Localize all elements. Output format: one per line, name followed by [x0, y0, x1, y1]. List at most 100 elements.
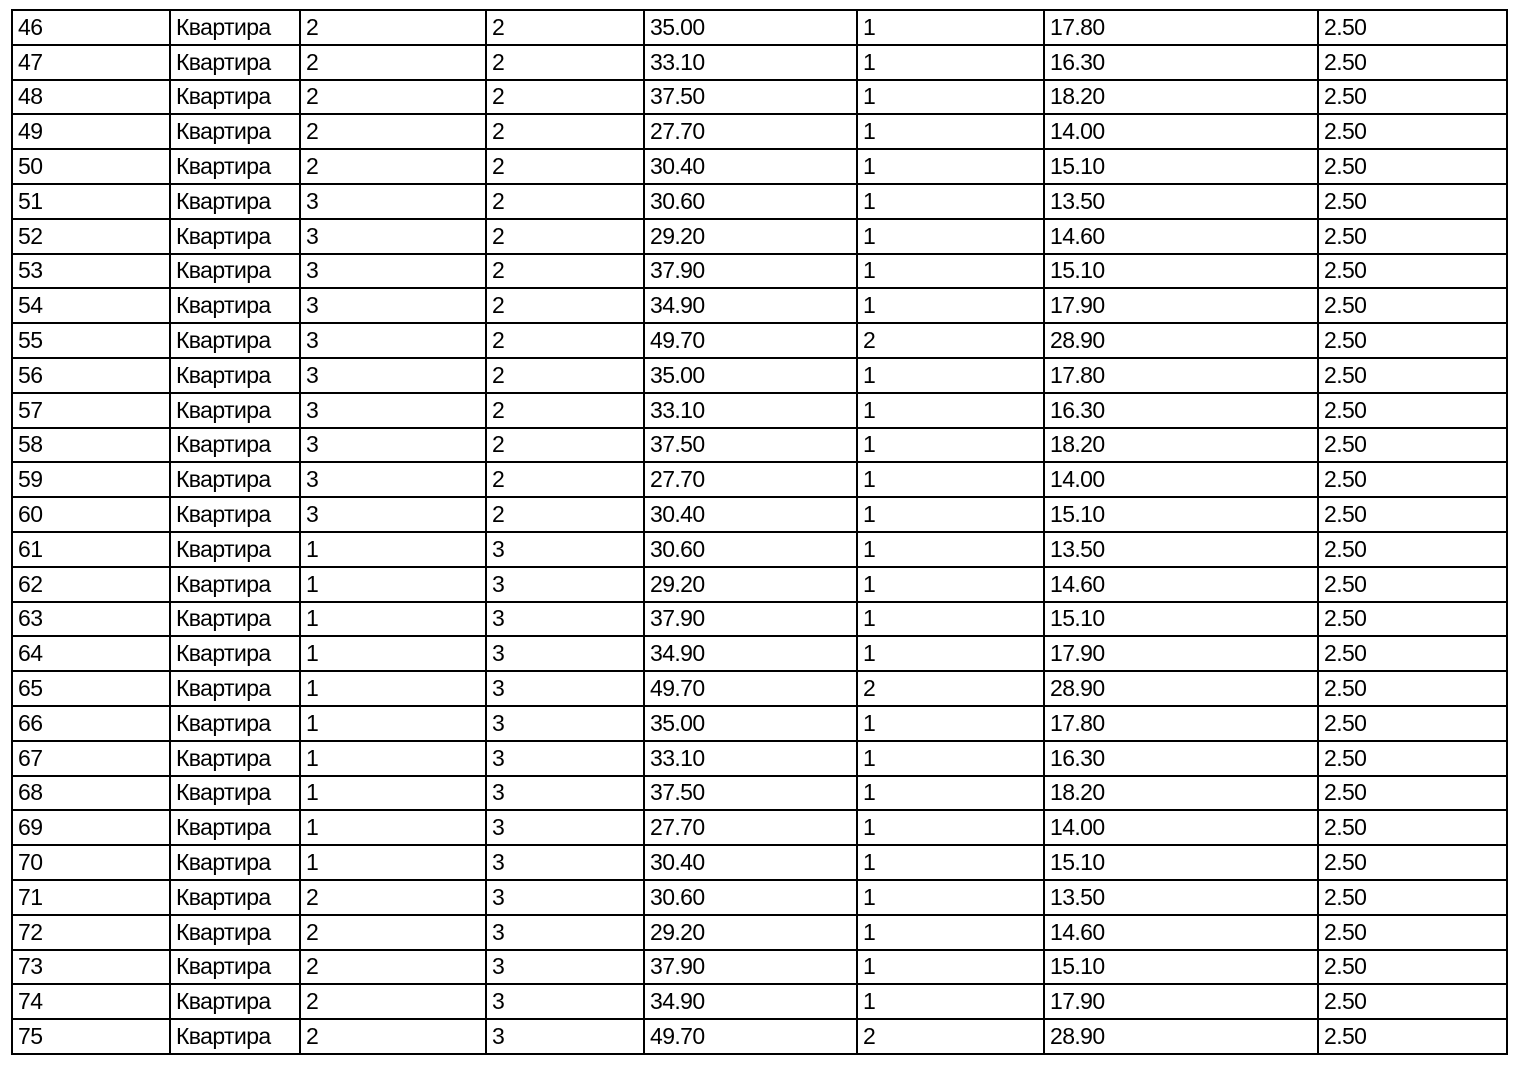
cell-value-4: 2 — [485, 496, 645, 533]
cell-value-7: 15.10 — [1043, 148, 1319, 185]
table-row: 57 Квартира 3 2 33.10 1 16.30 2.50 — [11, 391, 1508, 429]
cell-row-number: 58 — [11, 426, 171, 464]
cell-value-3: 3 — [299, 426, 487, 464]
cell-object-type: Квартира — [169, 739, 301, 777]
cell-row-number: 53 — [11, 252, 171, 290]
cell-value-3: 3 — [299, 217, 487, 255]
cell-value-8: 2.50 — [1317, 530, 1508, 568]
table-row: 62 Квартира 1 3 29.20 1 14.60 2.50 — [11, 565, 1508, 603]
cell-value-8: 2.50 — [1317, 252, 1508, 290]
cell-row-number: 72 — [11, 913, 171, 951]
cell-value-6: 2 — [856, 670, 1045, 707]
table-row: 54 Квартира 3 2 34.90 1 17.90 2.50 — [11, 287, 1508, 325]
cell-row-number: 59 — [11, 461, 171, 499]
cell-value-6: 1 — [856, 182, 1045, 220]
cell-value-3: 3 — [299, 461, 487, 499]
cell-value-4: 2 — [485, 252, 645, 290]
cell-value-4: 2 — [485, 43, 645, 81]
cell-object-type: Квартира — [169, 461, 301, 499]
cell-value-7: 16.30 — [1043, 391, 1319, 429]
cell-value-5: 37.90 — [643, 252, 858, 290]
cell-value-3: 1 — [299, 635, 487, 673]
cell-value-8: 2.50 — [1317, 878, 1508, 916]
cell-value-6: 1 — [856, 217, 1045, 255]
cell-value-3: 1 — [299, 704, 487, 742]
cell-value-3: 1 — [299, 739, 487, 777]
table-row: 49 Квартира 2 2 27.70 1 14.00 2.50 — [11, 113, 1508, 151]
cell-value-5: 35.00 — [643, 9, 858, 46]
cell-value-7: 14.60 — [1043, 217, 1319, 255]
cell-value-5: 37.50 — [643, 78, 858, 116]
cell-value-7: 17.90 — [1043, 983, 1319, 1021]
cell-value-7: 14.00 — [1043, 809, 1319, 847]
cell-row-number: 48 — [11, 78, 171, 116]
cell-value-3: 1 — [299, 670, 487, 707]
cell-row-number: 74 — [11, 983, 171, 1021]
cell-value-4: 3 — [485, 948, 645, 986]
cell-value-5: 30.40 — [643, 496, 858, 533]
cell-value-3: 2 — [299, 913, 487, 951]
cell-row-number: 62 — [11, 565, 171, 603]
table-row: 59 Квартира 3 2 27.70 1 14.00 2.50 — [11, 461, 1508, 499]
cell-value-7: 17.80 — [1043, 9, 1319, 46]
cell-value-7: 28.90 — [1043, 322, 1319, 359]
cell-value-8: 2.50 — [1317, 983, 1508, 1021]
cell-value-3: 3 — [299, 322, 487, 359]
cell-value-4: 3 — [485, 670, 645, 707]
cell-value-6: 1 — [856, 530, 1045, 568]
cell-value-8: 2.50 — [1317, 739, 1508, 777]
cell-object-type: Квартира — [169, 983, 301, 1021]
cell-value-8: 2.50 — [1317, 704, 1508, 742]
table-row: 52 Квартира 3 2 29.20 1 14.60 2.50 — [11, 217, 1508, 255]
cell-value-8: 2.50 — [1317, 148, 1508, 185]
table-row: 68 Квартира 1 3 37.50 1 18.20 2.50 — [11, 774, 1508, 812]
cell-value-7: 14.60 — [1043, 565, 1319, 603]
cell-object-type: Квартира — [169, 217, 301, 255]
cell-value-3: 3 — [299, 496, 487, 533]
cell-value-8: 2.50 — [1317, 461, 1508, 499]
table-row: 63 Квартира 1 3 37.90 1 15.10 2.50 — [11, 600, 1508, 638]
cell-value-3: 1 — [299, 774, 487, 812]
cell-value-5: 34.90 — [643, 635, 858, 673]
cell-value-4: 2 — [485, 217, 645, 255]
cell-object-type: Квартира — [169, 356, 301, 394]
cell-value-5: 27.70 — [643, 113, 858, 151]
cell-value-5: 49.70 — [643, 670, 858, 707]
cell-value-3: 1 — [299, 844, 487, 881]
cell-row-number: 60 — [11, 496, 171, 533]
cell-value-8: 2.50 — [1317, 913, 1508, 951]
cell-value-6: 2 — [856, 1018, 1045, 1055]
table-row: 75 Квартира 2 3 49.70 2 28.90 2.50 — [11, 1018, 1508, 1055]
cell-value-6: 1 — [856, 983, 1045, 1021]
cell-value-6: 1 — [856, 565, 1045, 603]
cell-object-type: Квартира — [169, 913, 301, 951]
cell-value-4: 3 — [485, 600, 645, 638]
cell-value-8: 2.50 — [1317, 774, 1508, 812]
cell-value-7: 13.50 — [1043, 878, 1319, 916]
cell-value-8: 2.50 — [1317, 217, 1508, 255]
cell-value-7: 17.90 — [1043, 635, 1319, 673]
cell-object-type: Квартира — [169, 704, 301, 742]
cell-value-6: 1 — [856, 43, 1045, 81]
table-row: 65 Квартира 1 3 49.70 2 28.90 2.50 — [11, 670, 1508, 707]
table-body: 46 Квартира 2 2 35.00 1 17.80 2.50 47 Кв… — [11, 9, 1508, 1055]
cell-value-8: 2.50 — [1317, 426, 1508, 464]
cell-value-4: 3 — [485, 530, 645, 568]
cell-object-type: Квартира — [169, 1018, 301, 1055]
cell-value-5: 30.60 — [643, 530, 858, 568]
cell-value-6: 1 — [856, 113, 1045, 151]
cell-value-5: 37.90 — [643, 600, 858, 638]
cell-value-3: 1 — [299, 600, 487, 638]
cell-object-type: Квартира — [169, 844, 301, 881]
cell-value-6: 1 — [856, 496, 1045, 533]
cell-value-5: 30.40 — [643, 844, 858, 881]
cell-value-4: 3 — [485, 844, 645, 881]
cell-value-7: 16.30 — [1043, 43, 1319, 81]
cell-value-5: 37.90 — [643, 948, 858, 986]
cell-row-number: 50 — [11, 148, 171, 185]
cell-value-4: 3 — [485, 565, 645, 603]
cell-value-5: 30.60 — [643, 878, 858, 916]
cell-value-6: 1 — [856, 739, 1045, 777]
cell-value-3: 3 — [299, 252, 487, 290]
cell-value-7: 15.10 — [1043, 496, 1319, 533]
